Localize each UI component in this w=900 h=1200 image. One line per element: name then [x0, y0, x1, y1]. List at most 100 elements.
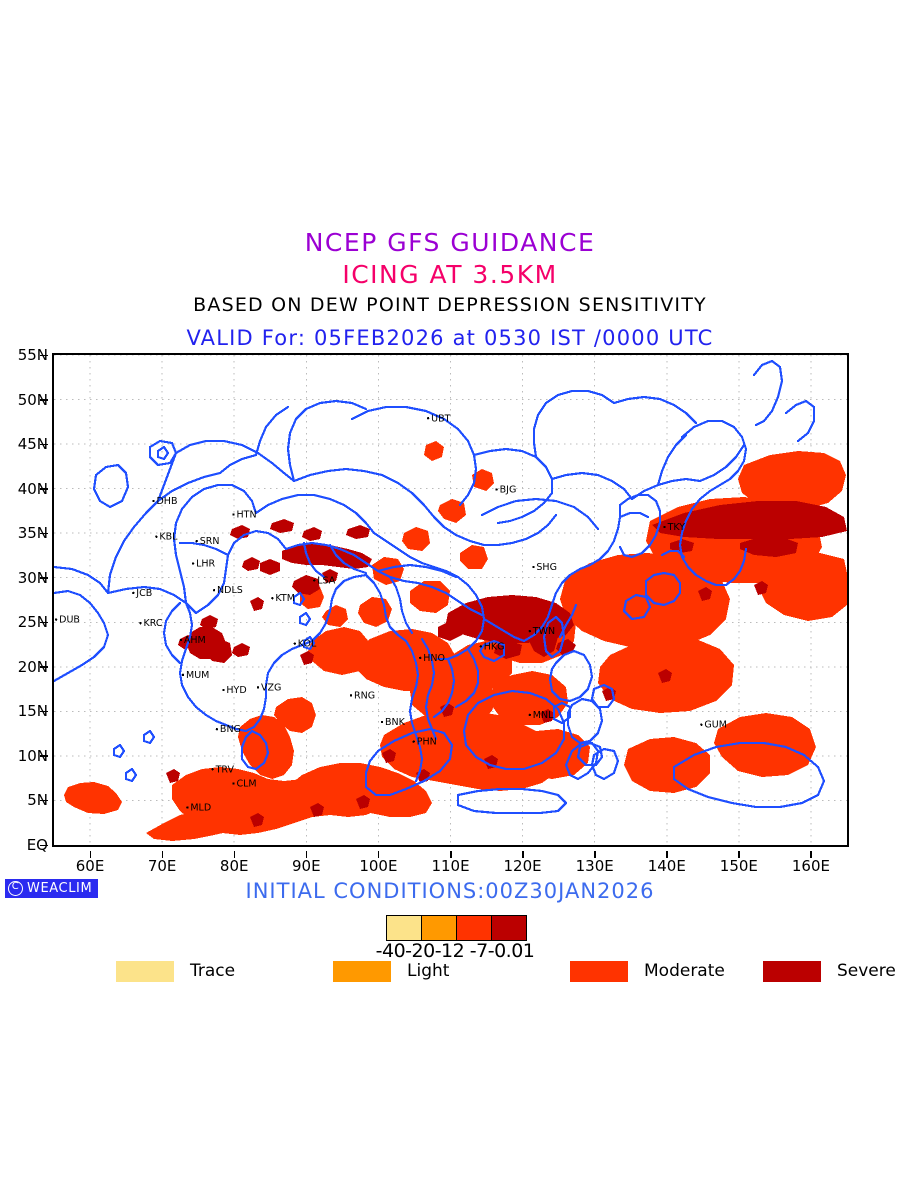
city-marker-hkg — [479, 645, 482, 648]
colorbar — [330, 912, 580, 942]
icing-severe-area — [166, 501, 847, 827]
city-label-krc: KRC — [144, 618, 163, 629]
copyright-circle-icon — [8, 880, 23, 896]
page-subtitle: ICING AT 3.5KM — [342, 260, 558, 289]
city-label-mld: MLD — [190, 803, 211, 814]
city-marker-ktm — [271, 597, 274, 600]
x-tick-label: 140E — [647, 857, 686, 875]
city-label-shg: SHG — [536, 562, 557, 573]
x-tick-label: 160E — [791, 857, 830, 875]
city-label-tky: TKY — [667, 522, 686, 533]
x-tick-label: 130E — [575, 857, 614, 875]
y-tick-label: 50N — [17, 390, 48, 409]
city-label-bjg: BJG — [500, 485, 517, 496]
y-tick-label: 55N — [17, 346, 48, 364]
y-tick-label: 40N — [17, 479, 48, 498]
city-marker-gum — [700, 723, 703, 726]
city-marker-htn — [232, 513, 235, 516]
y-tick-label: 20N — [17, 657, 48, 676]
x-axis: 60E 70E 80E 90E 100E 110E 120E 130E 140E 150E 160E — [52, 851, 849, 875]
basis-description: BASED ON DEW POINT DEPRESSION SENSITIVIT… — [193, 294, 707, 316]
colorbar-cell-2 — [457, 916, 492, 940]
legend-label-moderate: Moderate — [644, 961, 725, 981]
city-marker-ubt — [426, 417, 430, 420]
coastline-layer — [54, 359, 826, 815]
city-marker-twn — [528, 629, 531, 633]
city-label-srn: SRN — [200, 536, 220, 547]
city-marker-bnk — [380, 720, 384, 724]
colorbar-cell-1 — [422, 916, 457, 940]
y-tick-mark — [40, 577, 48, 579]
y-tick-label: 45N — [17, 435, 48, 454]
city-marker-hno — [419, 656, 422, 660]
severity-legend: Trace Light Moderate Severe — [0, 958, 900, 984]
y-tick-mark — [40, 354, 48, 356]
city-label-vzg: VZG — [261, 682, 281, 693]
city-label-ktm: KTM — [275, 593, 295, 604]
map-graphic: DUB KRC JCB KBL DHB SRN LHR HTN NDLS AHM MUM HYD VZG… — [54, 355, 847, 845]
city-marker-rng — [349, 694, 353, 697]
city-marker-clm — [232, 782, 235, 785]
legend-item-light: Light — [333, 958, 449, 984]
city-marker-srn — [195, 540, 198, 543]
x-tick-mark — [450, 851, 452, 858]
x-tick-label: 110E — [431, 857, 470, 875]
valid-time-label: VALID For: 05FEB2026 at 0530 IST /0000 U… — [186, 326, 714, 350]
x-tick-mark — [89, 851, 92, 858]
city-marker-hyd — [222, 688, 225, 692]
city-label-hkg: HKG — [484, 641, 505, 652]
city-marker-jcb — [132, 591, 135, 595]
city-label-lhr: LHR — [196, 558, 215, 569]
y-tick-mark — [40, 799, 48, 802]
city-label-trv: TRV — [215, 764, 235, 775]
legend-swatch-severe — [763, 960, 821, 982]
y-tick-label: EQ — [26, 836, 48, 854]
y-tick-label: 10N — [17, 746, 48, 765]
city-label-jcb: JCB — [135, 588, 152, 599]
page-title: NCEP GFS GUIDANCE — [304, 228, 596, 257]
legend-swatch-trace — [116, 960, 174, 982]
city-marker-trv — [211, 768, 214, 771]
city-marker-kol — [293, 642, 296, 645]
legend-label-light: Light — [407, 961, 450, 981]
y-tick-mark — [40, 443, 48, 446]
city-label-gum: GUM — [704, 720, 727, 731]
city-label-clm: CLM — [237, 779, 257, 790]
city-label-rng: RNG — [354, 690, 375, 701]
city-marker-tky — [663, 525, 666, 529]
weaclim-watermark: WEACLIM — [5, 879, 99, 898]
x-tick-mark — [594, 851, 596, 858]
legend-item-severe: Severe — [763, 958, 896, 984]
y-tick-label: 35N — [17, 524, 48, 543]
city-label-kbl: KBL — [159, 532, 178, 543]
city-label-mnl: MNL — [533, 710, 554, 721]
y-tick-mark — [40, 488, 48, 490]
legend-item-trace: Trace — [116, 958, 235, 984]
y-tick-mark — [40, 755, 48, 757]
city-marker-ahm — [179, 638, 183, 642]
city-label-lsa: LSA — [317, 575, 335, 586]
city-label-dub: DUB — [59, 615, 80, 626]
legend-item-moderate: Moderate — [570, 958, 725, 984]
city-marker-mum — [181, 673, 185, 677]
city-label-hyd: HYD — [226, 685, 246, 696]
city-label-bng: BNG — [220, 724, 241, 735]
city-label-htn: HTN — [237, 509, 257, 520]
city-label-ahm: AHM — [184, 635, 206, 646]
y-tick-label: 5N — [27, 791, 48, 810]
city-label-bnk: BNK — [385, 717, 406, 728]
city-marker-krc — [139, 621, 142, 625]
city-marker-shg — [532, 565, 535, 569]
map-canvas[interactable]: DUB KRC JCB KBL DHB SRN LHR HTN NDLS AHM MUM HYD VZG… — [52, 353, 849, 847]
city-marker-kbl — [155, 535, 158, 538]
y-tick-mark — [40, 621, 48, 624]
legend-label-trace: Trace — [190, 961, 236, 981]
y-tick-label: 30N — [17, 568, 48, 587]
y-tick-mark — [40, 532, 48, 535]
y-tick-label: 25N — [17, 613, 48, 632]
x-tick-label: 120E — [503, 857, 542, 875]
y-tick-mark — [40, 844, 48, 846]
city-marker-bng — [215, 727, 219, 731]
city-marker-lhr — [191, 562, 195, 565]
